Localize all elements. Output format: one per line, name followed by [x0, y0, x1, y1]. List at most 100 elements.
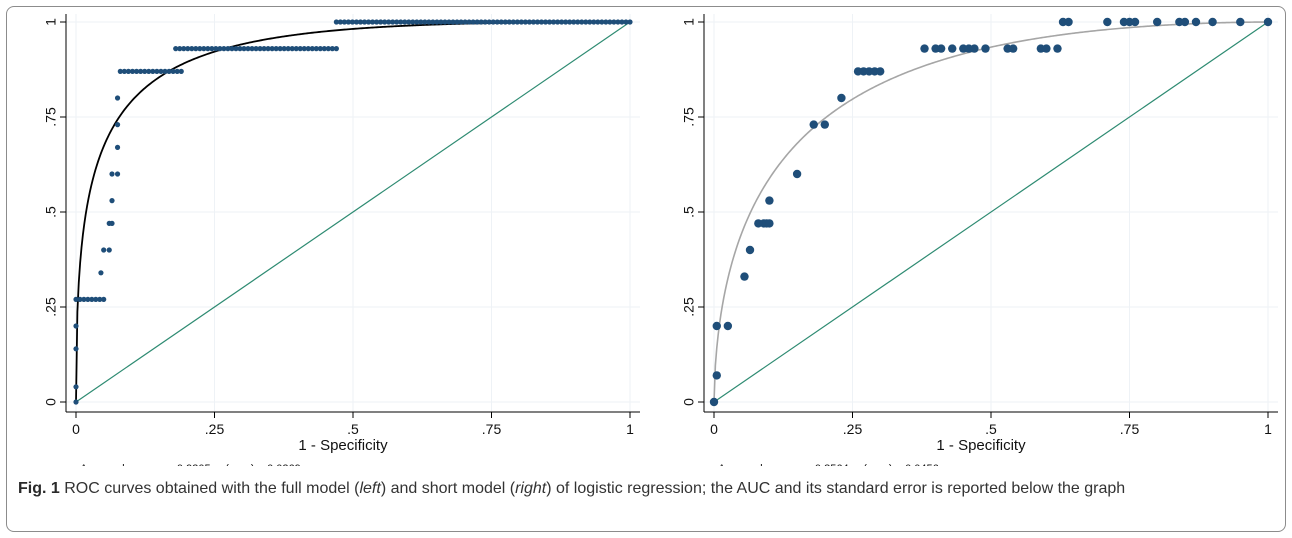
figure-caption: Fig. 1 ROC curves obtained with the full… — [18, 478, 1278, 499]
left-roc-point-60 — [257, 46, 263, 52]
left-roc-point-78 — [329, 46, 335, 52]
right-roc-point-19 — [876, 67, 885, 76]
left-roc-point-145 — [595, 19, 601, 25]
left-roc-point-53 — [229, 46, 235, 52]
left-ytick-label-2: .5 — [43, 206, 59, 218]
right-roc-point-39 — [1153, 17, 1162, 27]
right-roc-point-32 — [1053, 44, 1062, 53]
left-roc-point-136 — [559, 19, 565, 25]
left-roc-point-12 — [98, 270, 104, 276]
left-roc-point-58 — [249, 46, 255, 52]
left-roc-point-39 — [173, 46, 179, 52]
left-roc-point-118 — [486, 19, 492, 25]
left-roc-point-132 — [542, 19, 549, 25]
left-roc-point-32 — [154, 68, 160, 74]
left-roc-point-64 — [273, 46, 279, 52]
right-ytick-label-4: 1 — [681, 18, 697, 26]
left-roc-point-13 — [101, 247, 107, 253]
right-roc-point-5 — [745, 245, 755, 255]
left-roc-point-47 — [205, 46, 211, 52]
left-roc-point-80 — [333, 19, 339, 25]
left-roc-point-56 — [241, 46, 247, 52]
left-roc-point-4 — [73, 296, 79, 302]
left-roc-point-96 — [398, 19, 404, 25]
left-roc-point-112 — [462, 19, 468, 25]
left-roc-point-98 — [406, 19, 412, 25]
right-roc-point-34 — [1064, 17, 1073, 27]
left-roc-point-63 — [269, 46, 275, 52]
left-roc-point-83 — [345, 19, 352, 25]
left-roc-point-113 — [466, 19, 472, 25]
left-roc-point-107 — [442, 19, 448, 25]
left-roc-point-138 — [567, 19, 573, 25]
right-fitted-curve — [713, 21, 1268, 403]
left-xtick-label-4: 1 — [626, 421, 634, 437]
left-roc-point-117 — [482, 19, 488, 25]
left-roc-point-10 — [97, 296, 103, 302]
left-roc-point-122 — [502, 19, 508, 25]
left-roc-point-67 — [285, 46, 291, 52]
left-roc-point-2 — [73, 346, 79, 352]
right-roc-point-14 — [837, 93, 846, 103]
left-roc-point-140 — [575, 19, 581, 25]
left-roc-point-135 — [555, 19, 561, 25]
left-reference-line — [75, 21, 631, 403]
left-roc-point-139 — [571, 19, 577, 25]
left-roc-point-30 — [146, 68, 152, 74]
left-roc-point-143 — [587, 19, 593, 25]
left-roc-point-26 — [129, 68, 136, 74]
left-roc-point-84 — [349, 19, 356, 25]
left-x-axis-title: 1 - Specificity — [298, 437, 388, 454]
left-roc-point-146 — [599, 19, 605, 25]
right-roc-point-42 — [1191, 17, 1201, 27]
left-roc-point-69 — [293, 46, 299, 52]
left-roc-point-59 — [253, 46, 259, 52]
left-roc-point-137 — [563, 19, 569, 25]
left-ytick-label-1: .25 — [43, 297, 59, 317]
right-roc-point-2 — [712, 321, 721, 331]
left-roc-point-150 — [615, 19, 621, 25]
left-roc-point-31 — [150, 68, 156, 74]
left-roc-point-1 — [73, 384, 79, 390]
left-roc-point-86 — [357, 19, 364, 25]
left-roc-point-48 — [209, 46, 215, 52]
right-roc-point-12 — [809, 120, 818, 129]
right-roc-point-4 — [740, 272, 749, 281]
right-roc-point-9 — [765, 219, 774, 228]
right-roc-point-23 — [948, 44, 957, 53]
left-roc-point-33 — [158, 68, 164, 74]
caption-text-3: ) of logistic regression; the AUC and it… — [546, 480, 1126, 497]
left-roc-point-55 — [237, 46, 243, 52]
left-roc-point-153 — [627, 19, 633, 25]
left-roc-point-82 — [341, 19, 348, 25]
left-roc-point-50 — [217, 46, 223, 52]
left-roc-point-49 — [213, 46, 219, 52]
caption-right-word: right — [515, 480, 547, 497]
left-roc-point-100 — [414, 19, 420, 25]
left-roc-point-17 — [109, 198, 115, 204]
left-roc-point-126 — [518, 19, 525, 25]
left-roc-point-94 — [390, 19, 396, 25]
right-roc-point-3 — [723, 321, 733, 331]
left-roc-point-22 — [114, 95, 121, 101]
left-roc-point-9 — [93, 296, 99, 302]
right-roc-point-43 — [1208, 17, 1217, 27]
left-roc-point-35 — [166, 68, 172, 74]
left-roc-point-7 — [85, 296, 91, 302]
left-xtick-label-0: 0 — [72, 421, 80, 437]
right-roc-point-1 — [712, 371, 721, 380]
left-roc-point-36 — [170, 68, 176, 74]
left-roc-point-66 — [281, 46, 287, 52]
right-roc-point-38 — [1130, 17, 1140, 27]
left-roc-point-70 — [297, 46, 303, 52]
left-roc-point-144 — [591, 19, 597, 25]
left-roc-point-103 — [426, 19, 432, 25]
left-xtick-label-2: .5 — [347, 421, 359, 437]
left-roc-point-116 — [478, 19, 484, 25]
left-roc-point-68 — [289, 46, 295, 52]
caption-left-word: left — [359, 480, 381, 497]
right-roc-point-26 — [970, 44, 979, 53]
left-roc-point-127 — [522, 19, 529, 25]
left-roc-point-29 — [142, 68, 148, 74]
left-roc-point-106 — [438, 19, 444, 25]
